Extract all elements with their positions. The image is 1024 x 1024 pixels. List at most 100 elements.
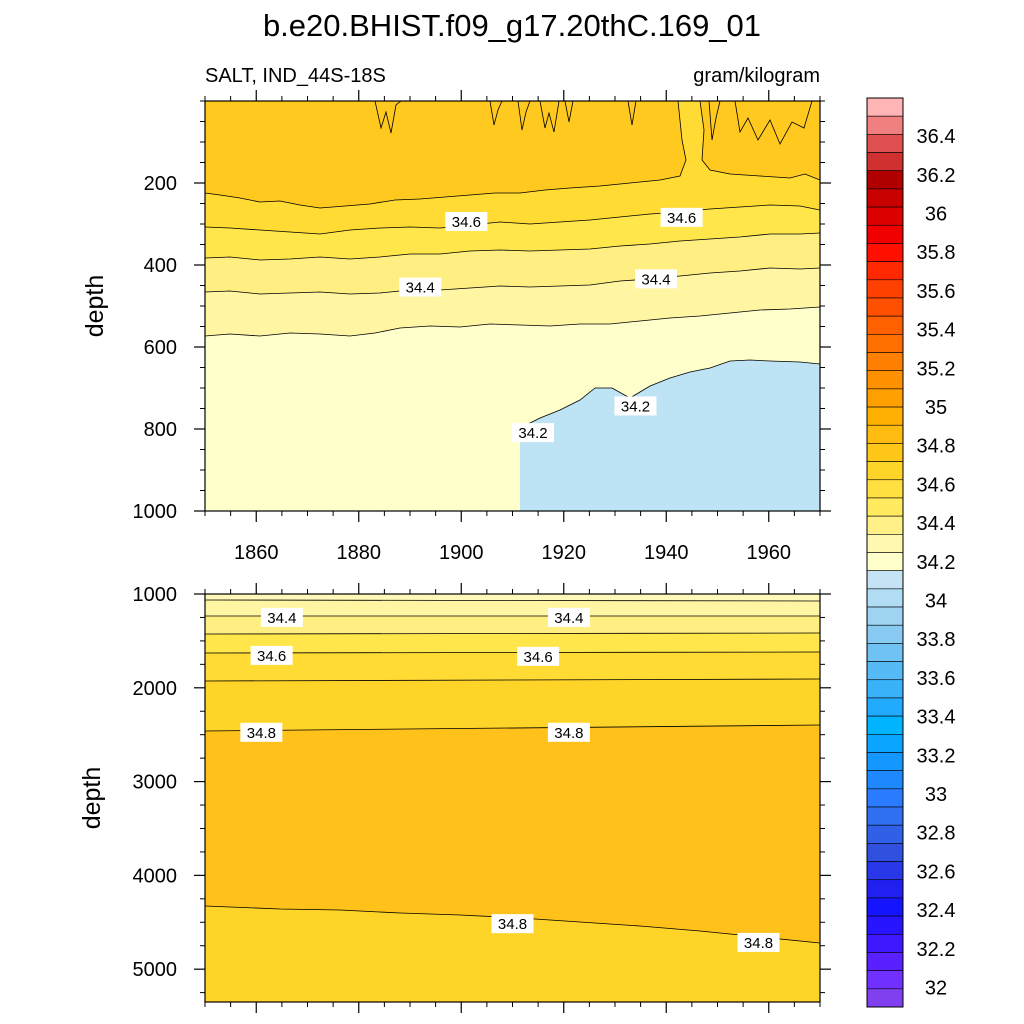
contour-34-4	[205, 306, 820, 337]
colorbar-swatch	[866, 643, 904, 662]
colorbar-swatch	[866, 188, 904, 208]
contour-label-text: 34.4	[554, 610, 583, 627]
colorbar-swatch	[866, 552, 904, 571]
colorbar-label: 33	[925, 784, 947, 806]
contour-label: 34.6	[250, 645, 293, 665]
lower-y-tick-label: 2000	[133, 678, 178, 700]
contour-label-background	[737, 932, 780, 952]
contour-label-background	[445, 211, 488, 231]
upper-panel: 34.6 34.6 34.4 34.4 34.2 34.2 200 400 600 800 100…	[81, 90, 831, 564]
colorbar-label: 34.6	[917, 474, 956, 496]
upper-x-tick-label: 1940	[644, 542, 689, 564]
contour-34-7	[205, 204, 820, 235]
upper-y-tick-label: 200	[144, 173, 177, 195]
colorbar: 32 32.2 32.4 32.6 32.8 33 33.2 33.4 33.6 33.8 34 34…	[866, 97, 956, 1008]
contour-label-background	[547, 722, 590, 742]
contour-label: 34.6	[660, 207, 703, 227]
colorbar-swatch	[866, 588, 904, 608]
contour-label-text: 34.8	[744, 935, 773, 952]
colorbar-swatch	[866, 443, 904, 462]
colorbar-swatch	[866, 788, 904, 808]
contour-label-text: 34.6	[257, 648, 286, 665]
contour-label-background	[250, 645, 293, 665]
contour-34-9-wiggle-7	[708, 101, 721, 141]
contour-34-5	[205, 632, 820, 635]
colorbar-swatch	[866, 206, 904, 226]
contour-34-3	[205, 599, 820, 602]
contour-label: 34.8	[491, 914, 534, 934]
contour-34-6	[205, 651, 820, 654]
colorbar-swatch	[866, 970, 904, 990]
colorbar-swatch	[866, 297, 904, 317]
colorbar-swatch	[866, 897, 904, 917]
contour-label: 34.6	[517, 646, 560, 666]
lower-panel: 34.4 34.4 34.6 34.6 34.8 34.8 34.8 34.8 1000 200…	[78, 583, 831, 1013]
colorbar-swatch	[866, 352, 904, 371]
contour-34-8-upper	[205, 724, 820, 732]
contour-label-text: 34.4	[267, 610, 296, 627]
colorbar-swatch	[866, 388, 904, 408]
colorbar-label: 33.4	[917, 707, 956, 729]
colorbar-swatch	[866, 406, 904, 426]
contour-label: 34.4	[635, 269, 677, 289]
contour-label: 34.2	[614, 396, 657, 416]
contour-label-background	[399, 277, 442, 297]
lower-y-axis-label: depth	[78, 767, 106, 830]
colorbar-label: 33.2	[917, 745, 956, 767]
fill-34-3	[205, 594, 820, 601]
colorbar-swatch	[866, 152, 904, 172]
colorbar-swatch	[866, 570, 904, 590]
colorbar-label: 35.6	[917, 281, 956, 303]
colorbar-label: 34	[925, 591, 947, 613]
upper-y-axis-label: depth	[81, 275, 109, 338]
fill-34-8-east	[700, 101, 820, 180]
colorbar-swatch	[866, 624, 904, 644]
contour-label: 34.6	[445, 211, 488, 231]
contour-label: 34.2	[512, 423, 554, 443]
contour-label-background	[547, 607, 590, 627]
lower-y-tick-label: 5000	[133, 959, 178, 981]
colorbar-swatch	[866, 261, 904, 281]
contour-label-text: 34.6	[452, 214, 481, 231]
colorbar-label: 35.8	[917, 242, 956, 264]
contour-34-9-wiggle-5	[564, 101, 574, 123]
colorbar-label: 34.4	[917, 513, 956, 535]
variable-region-label: SALT, IND_44S-18S	[205, 65, 386, 87]
lower-y-tick-label: 4000	[133, 865, 178, 887]
colorbar-swatch	[866, 134, 904, 153]
contour-34-6	[205, 232, 820, 261]
colorbar-swatch	[866, 461, 904, 481]
colorbar-swatch	[866, 933, 904, 953]
upper-x-tick-label: 1900	[439, 542, 484, 564]
fill-34-0	[520, 360, 820, 511]
colorbar-swatch	[866, 879, 904, 899]
contour-label-text: 34.4	[641, 271, 670, 288]
lower-y-tick-label: 1000	[133, 584, 178, 606]
upper-x-tick-label: 1960	[747, 542, 792, 564]
contour-label-text: 34.8	[554, 725, 583, 742]
contour-34-7	[205, 678, 820, 682]
colorbar-swatch	[866, 115, 904, 135]
colorbar-swatch	[866, 697, 904, 717]
contour-label: 34.4	[547, 607, 590, 627]
contour-label: 34.4	[260, 607, 303, 627]
upper-x-tick-label: 1920	[542, 542, 587, 564]
contour-label-background	[635, 269, 677, 289]
colorbar-swatch	[866, 843, 904, 862]
fill-34-9	[205, 725, 820, 943]
upper-y-tick-label: 1000	[133, 501, 178, 523]
contour-34-9-wiggle-6	[627, 101, 637, 126]
contour-34-2	[519, 359, 820, 429]
contour-34-8-upper	[205, 101, 687, 209]
contour-label-text: 34.8	[498, 916, 527, 933]
colorbar-label: 32	[925, 978, 947, 1000]
contour-label: 34.8	[240, 722, 283, 742]
fill-34-8	[205, 101, 686, 208]
colorbar-swatch	[866, 170, 904, 190]
colorbar-label: 32.2	[917, 939, 956, 961]
colorbar-label: 35.4	[917, 320, 956, 342]
contour-label-background	[260, 607, 303, 627]
colorbar-swatch	[866, 679, 904, 699]
colorbar-label: 36.4	[917, 126, 956, 148]
colorbar-label: 32.8	[917, 823, 956, 845]
